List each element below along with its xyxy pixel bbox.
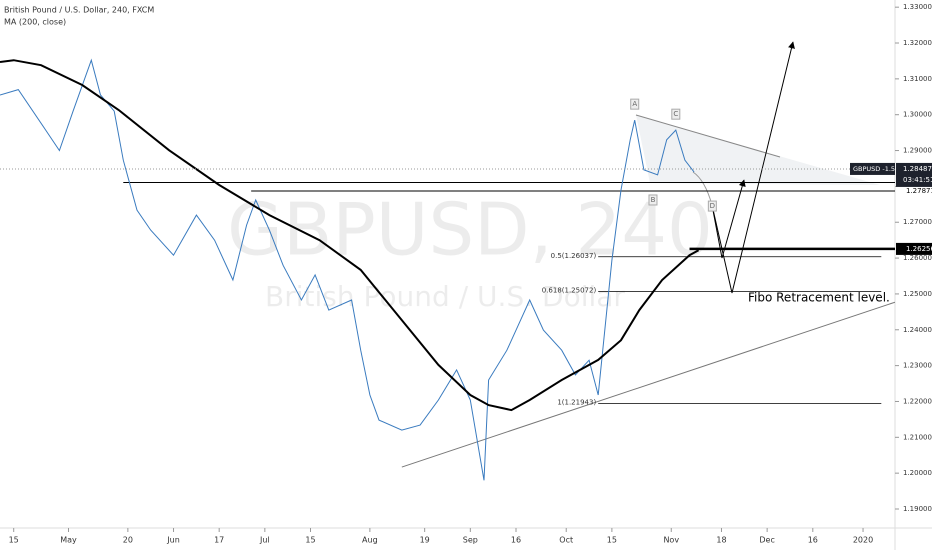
y-tick-label: 1.24000 <box>903 326 932 334</box>
level-tag <box>896 185 932 198</box>
pattern-label: C <box>673 110 678 118</box>
pattern-label: D <box>710 202 715 210</box>
y-tick-label: 1.32000 <box>903 39 932 47</box>
x-tick-label: Dec <box>759 536 774 545</box>
watermark-subtitle: British Pound / U.S. Dollar <box>265 280 625 313</box>
y-tick-label: 1.27000 <box>903 218 932 226</box>
x-tick-label: May <box>60 536 77 545</box>
fib-label: 1(1.21943) <box>557 399 596 407</box>
x-tick-label: 2020 <box>853 536 873 545</box>
y-tick-label: 1.19000 <box>903 505 932 513</box>
header-title: British Pound / U.S. Dollar, 240, FXCM <box>4 6 154 15</box>
y-tick-label: 1.22000 <box>903 397 932 405</box>
y-tick-label: 1.25000 <box>903 290 932 298</box>
x-tick-label: 18 <box>716 536 726 545</box>
fib-label: 0.618(1.25072) <box>542 286 597 294</box>
triangle-edge <box>635 114 781 158</box>
change-label: GBPUSD -1.58% <box>853 165 905 173</box>
y-tick-label: 1.33000 <box>903 3 932 11</box>
level-tag <box>896 242 932 255</box>
x-tick-label: Sep <box>463 536 478 545</box>
x-tick-label: Oct <box>559 536 573 545</box>
x-tick-label: 15 <box>9 536 19 545</box>
trendline <box>401 301 895 468</box>
x-tick-label: 15 <box>305 536 315 545</box>
ma-line <box>0 59 700 412</box>
y-tick-label: 1.21000 <box>903 433 932 441</box>
x-tick-label: 15 <box>607 536 617 545</box>
change-tag <box>850 162 895 175</box>
price-line <box>0 58 695 481</box>
pattern-label: B <box>651 196 656 204</box>
x-tick-label: Aug <box>362 536 378 545</box>
projection-arrow <box>711 179 746 259</box>
indicator-label: MA (200, close) <box>4 18 66 27</box>
countdown: 03:41:51 <box>903 176 932 184</box>
x-tick-label: 16 <box>808 536 818 545</box>
pattern-label: A <box>632 100 637 108</box>
price-tag <box>896 162 932 187</box>
y-tick-label: 1.23000 <box>903 362 932 370</box>
last-price-label: 1.28487 <box>903 165 932 173</box>
y-tick-label: 1.29000 <box>903 147 932 155</box>
pattern-point <box>648 194 658 206</box>
plot <box>0 58 895 481</box>
pattern-point <box>630 98 640 110</box>
y-tick-label: 1.20000 <box>903 469 932 477</box>
x-tick-label: 17 <box>214 536 224 545</box>
fib-label: 0.5(1.26037) <box>551 252 597 260</box>
x-tick-label: 19 <box>420 536 430 545</box>
projection-arrow <box>711 41 795 294</box>
x-tick-label: 20 <box>123 536 133 545</box>
x-tick-label: Nov <box>663 536 679 545</box>
y-tick-label: 1.26000 <box>903 254 932 262</box>
x-tick-label: Jun <box>166 536 180 545</box>
x-tick-label: 16 <box>511 536 521 545</box>
annotation: Fibo Retracement level. <box>748 291 890 305</box>
pattern-point <box>707 200 717 212</box>
level-label: 1.26256 <box>906 245 932 253</box>
y-tick-label: 1.31000 <box>903 75 932 83</box>
pattern-point <box>671 108 681 120</box>
y-tick-label: 1.30000 <box>903 111 932 119</box>
x-tick-label: Jul <box>259 536 270 545</box>
watermark: GBPUSD, 240 <box>227 188 713 272</box>
